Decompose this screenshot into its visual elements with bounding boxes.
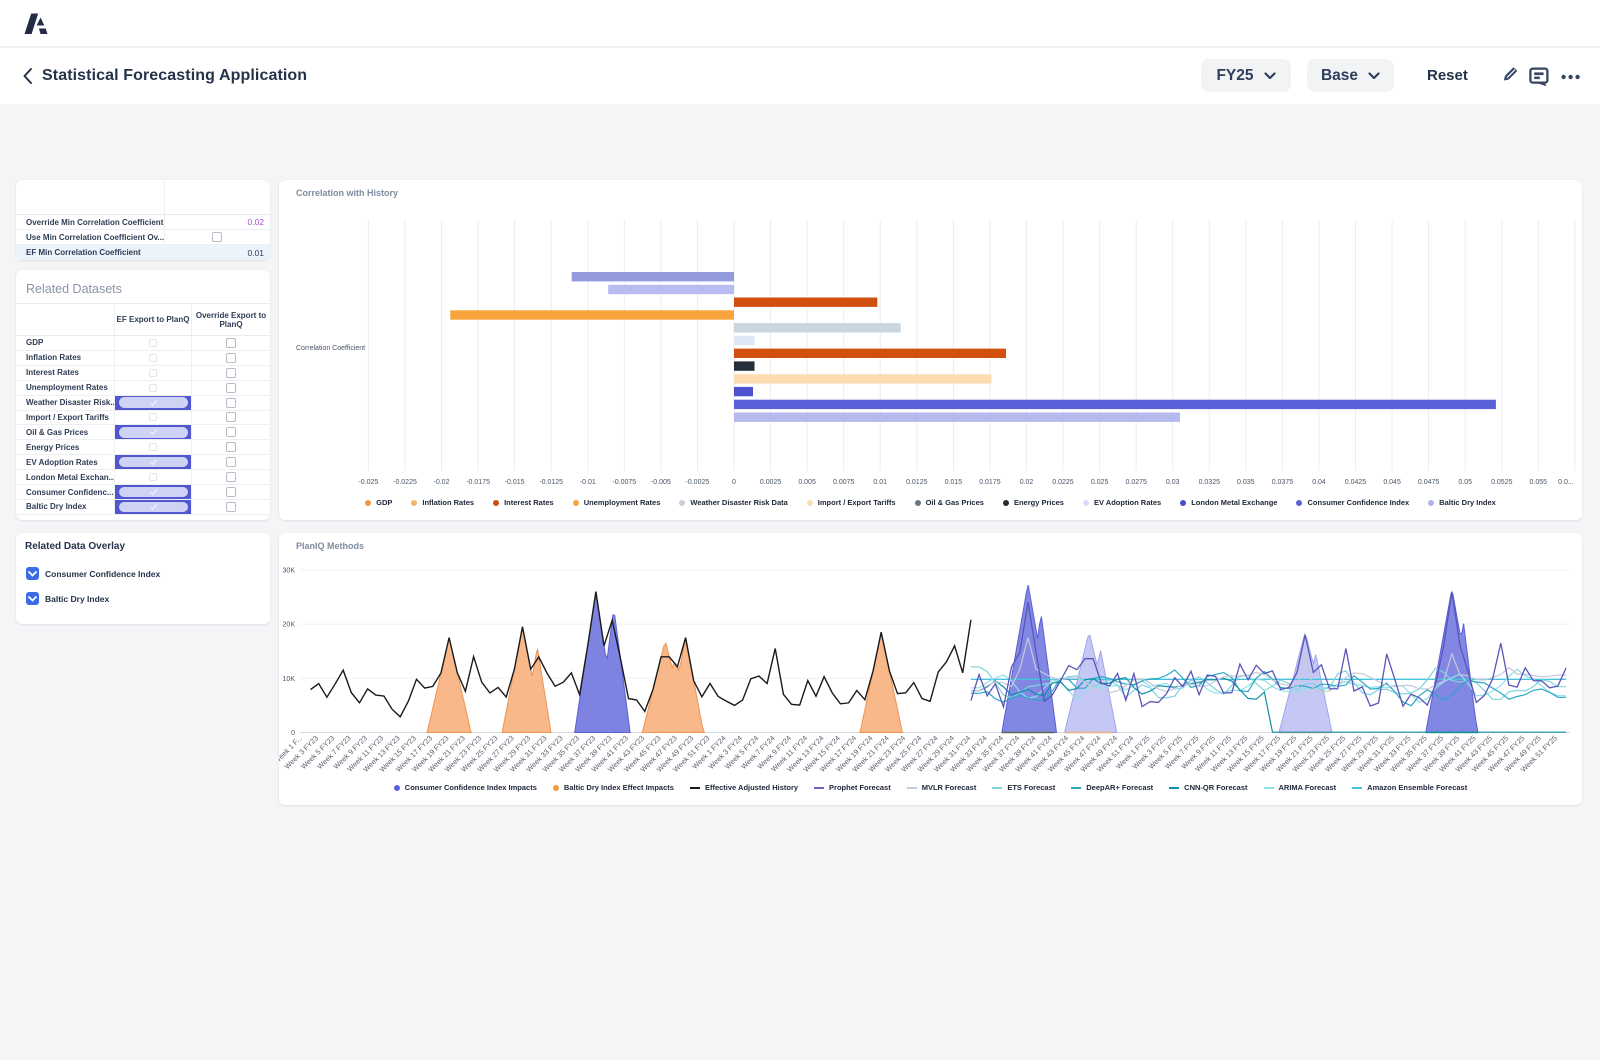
svg-text:-0.0025: -0.0025: [686, 479, 710, 486]
svg-text:30K: 30K: [283, 567, 296, 574]
svg-text:-0.0125: -0.0125: [539, 479, 563, 486]
svg-text:0.0025: 0.0025: [760, 479, 782, 486]
svg-text:0.0525: 0.0525: [1491, 479, 1513, 486]
svg-text:-0.02: -0.02: [434, 479, 450, 486]
svg-text:0.0125: 0.0125: [906, 479, 928, 486]
svg-text:0.0275: 0.0275: [1125, 479, 1147, 486]
svg-text:10K: 10K: [283, 676, 296, 683]
svg-text:0.045: 0.045: [1383, 479, 1401, 486]
svg-text:0.0...: 0.0...: [1558, 479, 1574, 486]
svg-text:0: 0: [732, 479, 736, 486]
svg-text:0.04: 0.04: [1312, 479, 1326, 486]
svg-text:-0.025: -0.025: [358, 479, 378, 486]
svg-text:20K: 20K: [283, 622, 296, 629]
svg-text:-0.0175: -0.0175: [466, 479, 490, 486]
svg-text:0.005: 0.005: [798, 479, 816, 486]
svg-text:0.025: 0.025: [1091, 479, 1109, 486]
svg-text:0.02: 0.02: [1020, 479, 1034, 486]
svg-text:0.05: 0.05: [1458, 479, 1472, 486]
svg-text:0: 0: [291, 730, 295, 737]
svg-text:-0.005: -0.005: [651, 479, 671, 486]
svg-text:0.0425: 0.0425: [1345, 479, 1367, 486]
svg-text:-0.0075: -0.0075: [612, 479, 636, 486]
svg-text:0.03: 0.03: [1166, 479, 1180, 486]
svg-text:-0.01: -0.01: [580, 479, 596, 486]
svg-text:0.0075: 0.0075: [833, 479, 855, 486]
svg-text:0.055: 0.055: [1530, 479, 1548, 486]
svg-text:0.0325: 0.0325: [1199, 479, 1221, 486]
svg-text:0.0225: 0.0225: [1052, 479, 1074, 486]
svg-text:0.0175: 0.0175: [979, 479, 1001, 486]
svg-text:-0.0225: -0.0225: [393, 479, 417, 486]
svg-text:0.035: 0.035: [1237, 479, 1255, 486]
svg-text:-0.015: -0.015: [505, 479, 525, 486]
svg-text:Correlation Coefficient: Correlation Coefficient: [296, 345, 365, 352]
svg-text:0.0375: 0.0375: [1272, 479, 1294, 486]
svg-text:0.015: 0.015: [945, 479, 963, 486]
svg-text:0.01: 0.01: [873, 479, 887, 486]
svg-text:0.0475: 0.0475: [1418, 479, 1440, 486]
